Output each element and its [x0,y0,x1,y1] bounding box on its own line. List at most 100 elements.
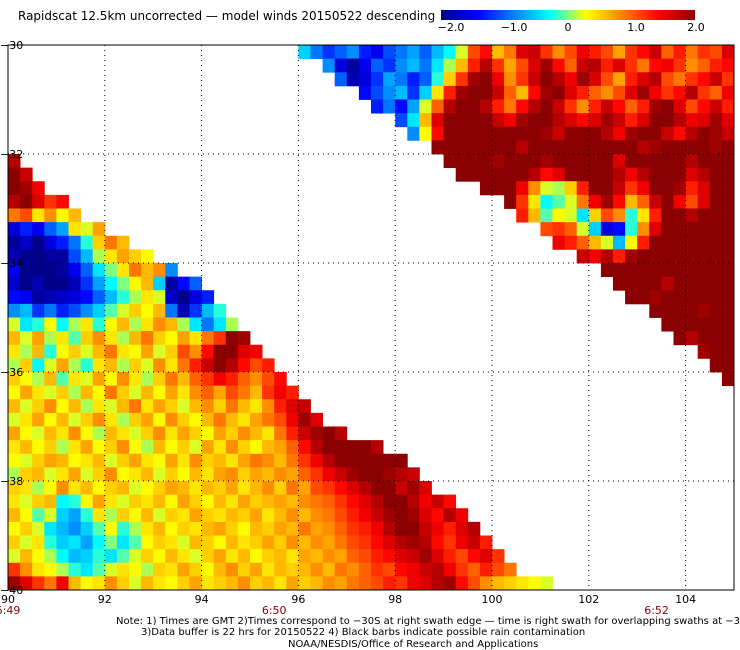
heatmap-cell [576,235,590,250]
heatmap-cell [189,494,202,509]
heatmap-cell [310,535,323,550]
heatmap-cell [721,344,735,359]
heatmap-cell [721,99,735,114]
heatmap-cell [600,58,614,73]
heatmap-cell [371,45,384,60]
heatmap-cell [20,440,33,455]
heatmap-cell [165,576,178,591]
heatmap-cell [709,181,723,196]
heatmap-cell [225,508,239,523]
heatmap-cell [298,535,311,550]
heatmap-cell [153,440,166,455]
heatmap-cell [516,85,529,100]
heatmap-cell [600,72,614,87]
heatmap-cell [625,45,638,60]
heatmap-cell [20,235,33,250]
heatmap-cell [358,481,372,496]
heatmap-cell [310,426,323,441]
heatmap-cell [68,235,81,250]
heatmap-cell [129,276,142,291]
heatmap-cell [56,549,69,564]
heatmap-cell [44,317,57,332]
gridlines [8,45,734,590]
heatmap-cell [262,535,275,550]
heatmap-cell [613,126,626,141]
heatmap-cell [552,167,565,182]
heatmap-cell [407,562,420,577]
heatmap-cell [479,126,493,141]
heatmap-cell [697,263,711,278]
heatmap-cell [443,549,457,564]
heatmap-cell [237,467,251,482]
heatmap-cell [165,467,178,482]
heatmap-cell [709,126,723,141]
heatmap-cell [141,317,154,332]
heatmap-cell [685,317,699,332]
heatmap-cell [68,494,81,509]
heatmap-cell [685,140,699,155]
heatmap-cell [721,181,735,196]
heatmap-cell [600,99,614,114]
heatmap-cell [237,453,251,468]
heatmap-cell [56,276,69,291]
heatmap-cell [298,45,311,60]
heatmap-cell [298,562,311,577]
heatmap-cell [8,453,21,468]
heatmap-cell [80,535,94,550]
heatmap-cell [564,45,578,60]
heatmap-cell [129,494,142,509]
heatmap-cell [286,562,299,577]
heatmap-cell [383,85,396,100]
heatmap-cell [625,249,638,264]
heatmap-cell [141,467,154,482]
heatmap-cell [709,58,723,73]
heatmap-cell [165,426,178,441]
heatmap-cell [250,481,263,496]
heatmap-cell [721,167,735,182]
heatmap-cell [104,317,118,332]
heatmap-cell [322,521,336,536]
heatmap-cell [443,494,457,509]
heatmap-cell [189,549,202,564]
heatmap-cell [80,467,94,482]
heatmap-cell [298,453,311,468]
heatmap-cell [479,85,493,100]
heatmap-cell [68,249,81,264]
heatmap-cell [588,126,602,141]
heatmap-cell [92,576,106,591]
heatmap-cell [177,508,190,523]
heatmap-cell [371,494,384,509]
heatmap-cell [407,576,420,591]
heatmap-cell [443,85,457,100]
heatmap-cell [225,399,239,414]
heatmap-cell [44,372,57,387]
heatmap-cell [92,235,106,250]
heatmap-cell [467,576,481,591]
heatmap-cell [141,276,154,291]
heatmap-cell [44,562,57,577]
heatmap-cell [310,562,323,577]
heatmap-cell [189,290,202,305]
heatmap-cell [613,72,626,87]
heatmap-cell [116,399,130,414]
heatmap-cell [44,467,57,482]
heatmap-cell [104,535,118,550]
heatmap-cell [104,358,118,373]
heatmap-cell [116,303,130,318]
heatmap-cell [721,358,735,373]
heatmap-cell [661,194,674,209]
heatmap-cell [141,508,154,523]
heatmap-cell [92,426,106,441]
heatmap-cell [697,208,711,223]
heatmap-cell [80,399,94,414]
heatmap-cell [20,222,33,237]
heatmap-cell [685,222,699,237]
heatmap-cell [322,549,336,564]
heatmap-cell [213,549,227,564]
heatmap-cell [165,562,178,577]
heatmap-cell [225,358,239,373]
heatmap-cell [358,467,372,482]
heatmap-cell [213,467,227,482]
heatmap-cell [721,263,735,278]
heatmap-cell [213,508,227,523]
